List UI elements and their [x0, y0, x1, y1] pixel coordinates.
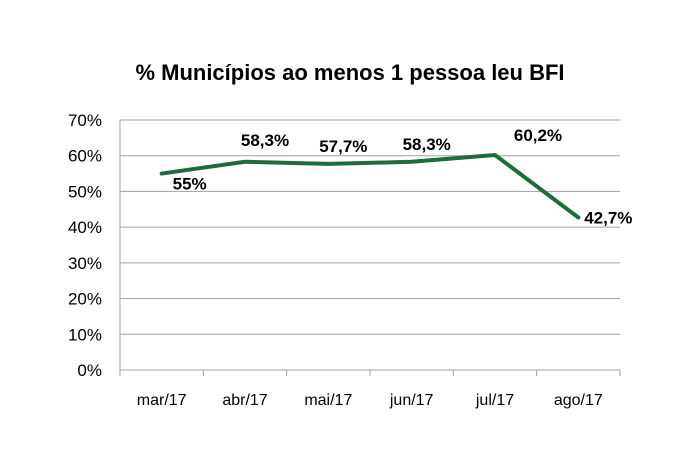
- x-tick-label: mai/17: [304, 392, 352, 409]
- y-tick-label: 30%: [68, 254, 102, 273]
- y-tick-label: 60%: [68, 147, 102, 166]
- data-label: 58,3%: [241, 131, 289, 150]
- y-tick-label: 70%: [68, 111, 102, 130]
- data-label: 42,7%: [584, 209, 632, 228]
- x-tick-label: jul/17: [475, 392, 514, 409]
- y-tick-label: 10%: [68, 325, 102, 344]
- y-tick-label: 20%: [68, 290, 102, 309]
- y-tick-label: 40%: [68, 218, 102, 237]
- chart-title: % Municípios ao menos 1 pessoa leu BFI: [135, 60, 565, 85]
- y-tick-label: 50%: [68, 182, 102, 201]
- data-label: 60,2%: [514, 126, 562, 145]
- data-label: 58,3%: [403, 135, 451, 154]
- data-label: 57,7%: [319, 137, 367, 156]
- x-tick-label: ago/17: [554, 392, 603, 409]
- x-tick-label: mar/17: [137, 392, 187, 409]
- data-label: 55%: [173, 175, 207, 194]
- x-tick-label: jun/17: [389, 392, 434, 409]
- x-tick-label: abr/17: [222, 392, 267, 409]
- y-tick-label: 0%: [77, 361, 102, 380]
- series-line: [159, 153, 581, 220]
